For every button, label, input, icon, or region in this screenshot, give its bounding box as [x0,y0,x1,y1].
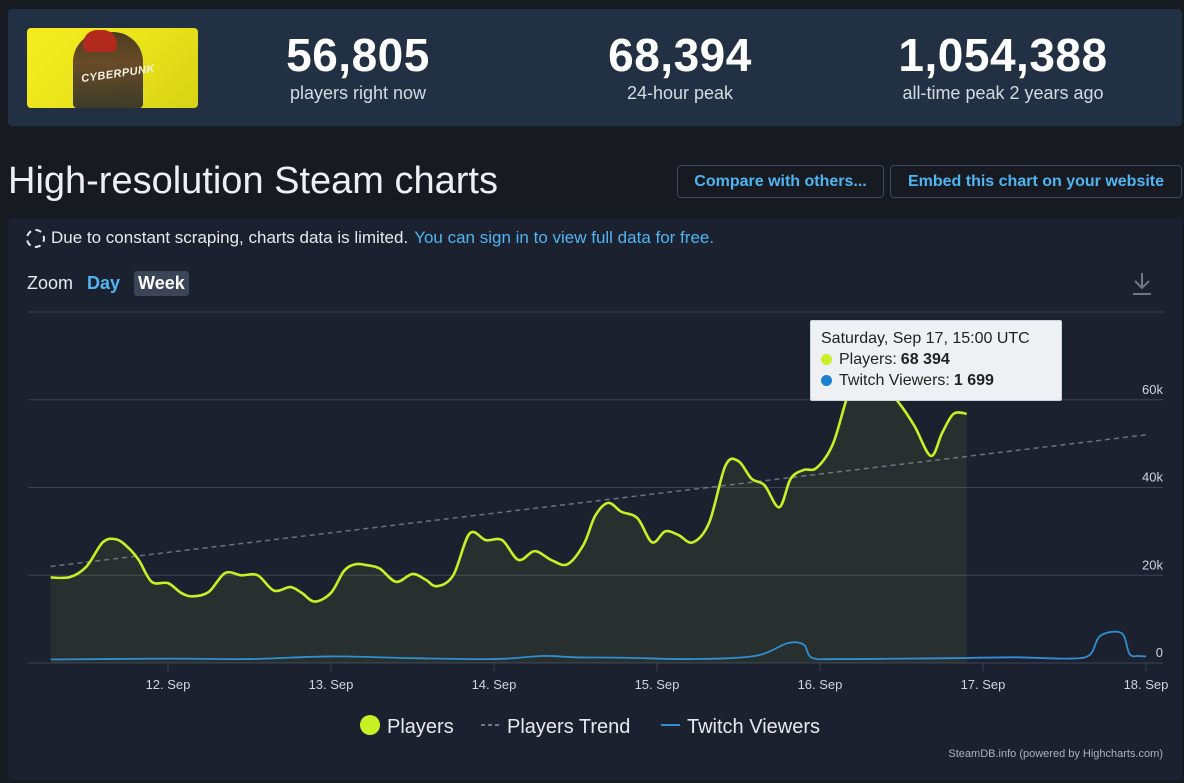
players-line [50,361,967,603]
legend-label: Twitch Viewers [687,716,820,738]
download-icon[interactable] [1131,271,1153,297]
legend-label: Players Trend [507,716,630,738]
y-axis: 0 20k 40k 60k [1142,382,1163,660]
game-cover-image[interactable]: CYBERPUNK [27,28,198,108]
compare-button[interactable]: Compare with others... [677,165,884,198]
players-area [50,362,967,663]
x-tick-label: 17. Sep [961,677,1006,692]
twitch-dot-icon [821,375,832,386]
x-tick-label: 13. Sep [309,677,354,692]
stats-bar: CYBERPUNK 56,805 players right now 68,39… [8,9,1182,126]
legend-item-players-trend[interactable]: Players Trend [481,716,630,738]
data-limit-notice: Due to constant scraping, charts data is… [26,228,714,248]
notice-text: Due to constant scraping, charts data is… [51,228,409,247]
stat-24h-peak: 68,394 24-hour peak [580,29,780,105]
stat-label: all-time peak 2 years ago [902,83,1104,103]
y-tick-label: 0 [1156,645,1163,660]
zoom-controls: Zoom Day Week [27,271,199,296]
stat-label: players right now [289,83,427,103]
legend-item-players[interactable]: Players [360,715,454,738]
page-title: High-resolution Steam charts [8,160,498,202]
players-legend-icon [360,715,380,735]
loading-spinner-icon [26,228,45,248]
x-axis: 12. Sep 13. Sep 14. Sep 15. Sep 16. Sep 17. S… [146,663,1169,692]
players-trend-line [50,434,1147,568]
chart-credits[interactable]: SteamDB.info (powered by Highcharts.com) [948,748,1163,760]
stat-value: 56,805 [286,29,430,81]
tooltip-players-value: 68 394 [900,351,950,368]
zoom-label: Zoom [27,273,74,293]
cover-hair [83,30,117,52]
stat-value: 1,054,388 [898,29,1108,81]
tooltip-twitch-label: Twitch Viewers: [839,372,950,389]
tooltip-twitch-row: Twitch Viewers: 1 699 [821,370,1051,391]
zoom-day-button[interactable]: Day [87,273,121,293]
x-tick-label: 18. Sep [1124,677,1169,692]
tooltip-players-row: Players: 68 394 [821,349,1051,370]
y-tick-label: 40k [1142,470,1163,485]
y-tick-label: 20k [1142,557,1163,572]
x-tick-label: 12. Sep [146,677,191,692]
y-tick-label: 60k [1142,382,1163,397]
chart-legend: Players Players Trend Twitch Viewers [360,715,820,738]
zoom-week-button[interactable]: Week [134,271,189,296]
tooltip-players-label: Players: [839,351,897,368]
chart-tooltip: Saturday, Sep 17, 15:00 UTC Players: 68 … [810,320,1062,401]
sign-in-link[interactable]: You can sign in to view full data for fr… [414,228,715,247]
players-dot-icon [821,354,832,365]
x-tick-label: 15. Sep [635,677,680,692]
x-tick-label: 14. Sep [472,677,517,692]
embed-chart-button[interactable]: Embed this chart on your website [890,165,1182,198]
tooltip-date: Saturday, Sep 17, 15:00 UTC [821,330,1030,347]
x-tick-label: 16. Sep [798,677,843,692]
stat-alltime-peak: 1,054,388 all-time peak 2 years ago [863,29,1143,105]
tooltip-twitch-value: 1 699 [953,372,994,389]
legend-item-twitch-viewers[interactable]: Twitch Viewers [661,716,820,738]
stat-value: 68,394 [608,29,752,81]
legend-label: Players [387,716,454,738]
twitch-viewers-line [50,630,1147,661]
chart-grid [28,311,1163,664]
stat-label: 24-hour peak [626,83,734,103]
stat-current-players: 56,805 players right now [258,29,458,105]
